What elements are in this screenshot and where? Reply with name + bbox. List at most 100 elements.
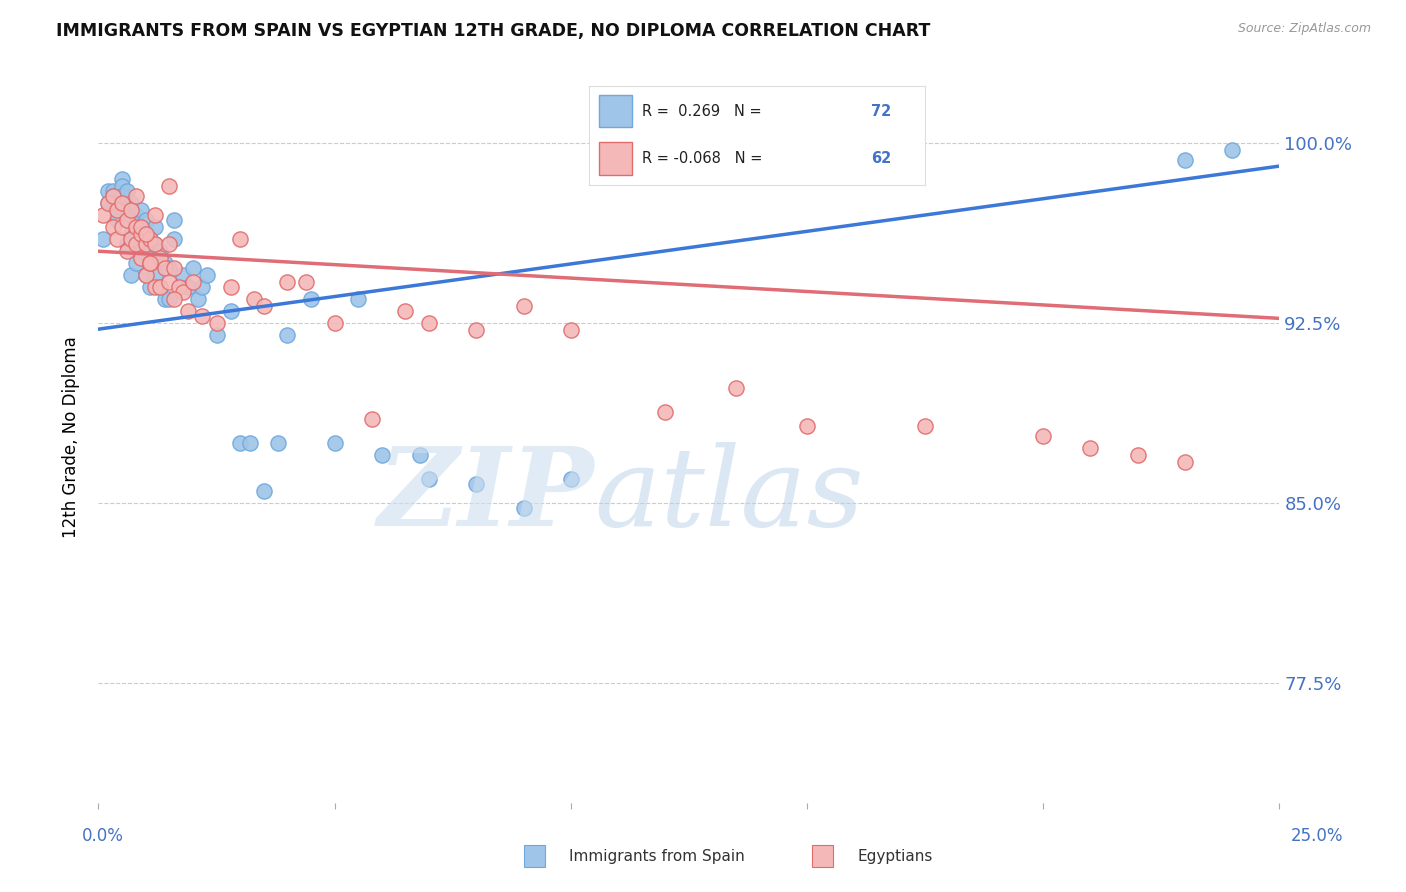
Point: [560, 472, 582, 486]
Text: 25.0%: 25.0%: [1291, 827, 1344, 845]
Point: [725, 381, 748, 395]
Point: [153, 260, 176, 275]
Point: [654, 405, 676, 419]
Point: [177, 280, 200, 294]
Point: [115, 237, 138, 252]
Point: [135, 237, 157, 252]
Point: [143, 268, 166, 283]
Point: [408, 448, 430, 462]
Point: [139, 232, 162, 246]
Point: [796, 419, 818, 434]
Point: [111, 220, 134, 235]
Text: Source: ZipAtlas.com: Source: ZipAtlas.com: [1237, 22, 1371, 36]
Point: [111, 179, 134, 194]
Point: [121, 268, 143, 283]
Point: [105, 213, 128, 227]
Point: [371, 448, 394, 462]
Point: [101, 189, 124, 203]
Point: [101, 184, 124, 198]
Point: [243, 292, 266, 306]
Point: [172, 268, 194, 283]
Point: [191, 309, 214, 323]
Text: 0.0%: 0.0%: [82, 827, 124, 845]
Point: [135, 227, 157, 242]
Point: [1080, 441, 1102, 455]
Point: [253, 483, 276, 498]
Point: [105, 232, 128, 246]
Text: atlas: atlas: [595, 442, 865, 549]
Point: [139, 280, 162, 294]
Point: [219, 304, 242, 318]
Point: [143, 237, 166, 252]
Point: [143, 208, 166, 222]
Point: [111, 189, 134, 203]
Point: [143, 220, 166, 235]
Point: [121, 213, 143, 227]
Point: [163, 260, 186, 275]
Point: [205, 316, 228, 330]
Point: [163, 213, 186, 227]
Point: [157, 276, 180, 290]
Point: [187, 292, 209, 306]
Point: [153, 256, 176, 270]
Point: [418, 472, 440, 486]
Point: [163, 292, 186, 306]
Point: [560, 323, 582, 337]
Point: [149, 244, 172, 259]
Point: [1174, 153, 1197, 167]
Point: [914, 419, 936, 434]
Point: [125, 227, 148, 242]
Point: [1174, 455, 1197, 469]
Point: [157, 292, 180, 306]
Point: [157, 179, 180, 194]
Point: [129, 220, 152, 235]
Point: [229, 232, 252, 246]
Point: [91, 208, 114, 222]
Point: [181, 276, 204, 290]
Point: [111, 172, 134, 186]
Point: [105, 196, 128, 211]
Point: [149, 280, 172, 294]
Point: [139, 256, 162, 270]
Point: [129, 220, 152, 235]
Point: [229, 436, 252, 450]
Point: [111, 196, 134, 211]
Point: [97, 196, 120, 211]
Point: [125, 189, 148, 203]
Point: [361, 412, 384, 426]
Point: [172, 285, 194, 299]
Point: [295, 276, 318, 290]
Point: [149, 280, 172, 294]
Point: [129, 227, 152, 242]
Point: [129, 244, 152, 259]
Point: [181, 260, 204, 275]
Point: [115, 184, 138, 198]
Point: [143, 237, 166, 252]
Point: [276, 276, 298, 290]
Point: [167, 280, 190, 294]
Point: [219, 280, 242, 294]
Point: [267, 436, 290, 450]
Point: [129, 203, 152, 218]
Point: [105, 203, 128, 218]
Point: [115, 213, 138, 227]
Point: [205, 328, 228, 343]
Point: [163, 232, 186, 246]
Point: [101, 220, 124, 235]
Point: [1126, 448, 1149, 462]
Point: [143, 280, 166, 294]
Point: [121, 203, 143, 218]
Point: [115, 208, 138, 222]
Point: [97, 184, 120, 198]
Point: [121, 237, 143, 252]
Point: [111, 203, 134, 218]
Point: [125, 256, 148, 270]
Point: [125, 208, 148, 222]
Point: [125, 237, 148, 252]
Point: [129, 252, 152, 266]
Text: ZIP: ZIP: [378, 442, 595, 549]
Point: [1032, 429, 1054, 443]
Point: [125, 220, 148, 235]
Point: [276, 328, 298, 343]
Point: [418, 316, 440, 330]
